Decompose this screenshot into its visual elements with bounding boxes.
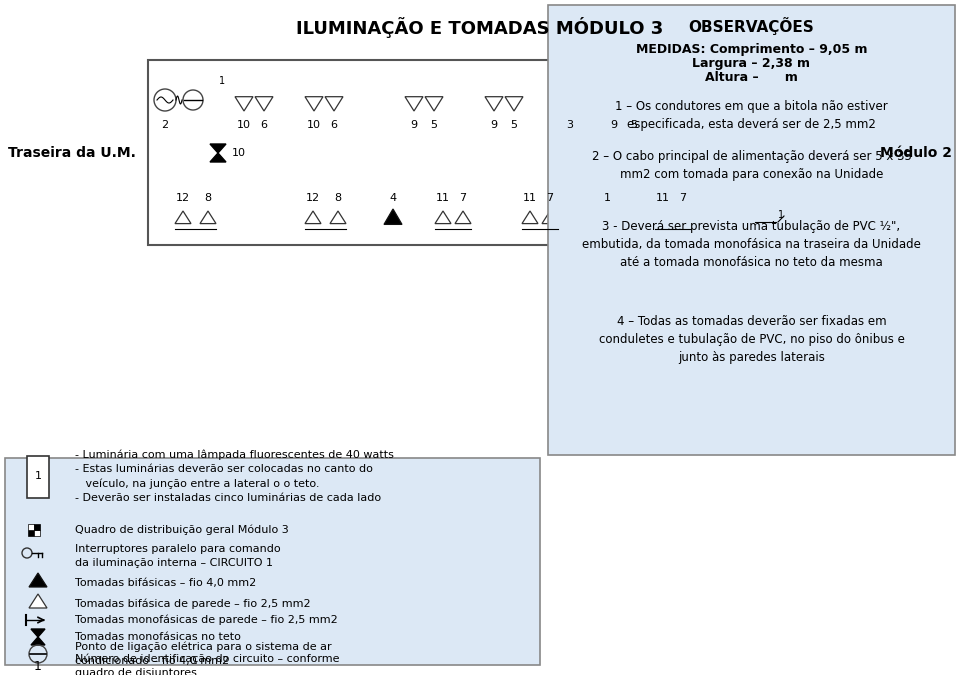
Text: 1: 1 [778, 210, 784, 220]
Text: 7: 7 [680, 193, 686, 203]
Polygon shape [330, 211, 346, 223]
Text: Altura –      m: Altura – m [705, 71, 798, 84]
Text: 1: 1 [219, 76, 225, 86]
Text: 11: 11 [436, 193, 450, 203]
Polygon shape [485, 97, 503, 111]
Text: Largura – 2,38 m: Largura – 2,38 m [692, 57, 810, 70]
Text: 4: 4 [390, 193, 396, 203]
Text: 1: 1 [34, 659, 42, 672]
Text: 5: 5 [631, 120, 637, 130]
Text: 3: 3 [566, 120, 573, 130]
Text: 8: 8 [204, 193, 211, 203]
Bar [733, 215, 740, 222]
Polygon shape [675, 211, 691, 223]
Text: 9: 9 [491, 120, 497, 130]
Text: 6: 6 [330, 120, 338, 130]
Text: 1 – Os condutores em que a bitola não estiver
especificada, esta deverá ser de 2: 1 – Os condutores em que a bitola não es… [615, 100, 888, 131]
Text: 4 – Todas as tomadas deverão ser fixadas em
conduletes e tubulação de PVC, no pi: 4 – Todas as tomadas deverão ser fixadas… [599, 315, 904, 364]
Text: 9: 9 [611, 120, 617, 130]
Text: 5: 5 [430, 120, 438, 130]
Text: Tomadas monofásicas de parede – fio 2,5 mm2: Tomadas monofásicas de parede – fio 2,5 … [75, 615, 338, 625]
Polygon shape [542, 211, 558, 223]
Text: 11: 11 [523, 193, 537, 203]
Text: Tomadas bifásicas – fio 4,0 mm2: Tomadas bifásicas – fio 4,0 mm2 [75, 578, 256, 588]
Bar [5, 458, 540, 665]
Polygon shape [435, 211, 451, 223]
Text: 1: 1 [604, 193, 611, 203]
Polygon shape [305, 97, 323, 111]
Text: 6: 6 [260, 120, 268, 130]
Polygon shape [625, 97, 643, 111]
Text: Interruptores paralelo para comando
da iluminação interna – CIRCUITO 1: Interruptores paralelo para comando da i… [75, 544, 280, 568]
Bar [34, 530, 40, 536]
Polygon shape [29, 594, 47, 608]
Bar [610, 222, 629, 229]
Text: 10: 10 [232, 148, 246, 158]
Polygon shape [522, 211, 538, 223]
Text: 10: 10 [307, 120, 321, 130]
Text: 2: 2 [161, 120, 169, 130]
Polygon shape [31, 637, 45, 645]
Bar [585, 222, 629, 229]
Bar [733, 222, 740, 229]
Text: Quadro de distribuição geral Módulo 3: Quadro de distribuição geral Módulo 3 [75, 524, 289, 535]
Polygon shape [305, 211, 321, 223]
Polygon shape [384, 209, 402, 224]
Polygon shape [175, 211, 191, 223]
Text: OBSERVAÇÕES: OBSERVAÇÕES [688, 17, 814, 35]
Polygon shape [210, 153, 226, 162]
Text: 11: 11 [656, 193, 670, 203]
Text: 7: 7 [460, 193, 467, 203]
Text: 12: 12 [176, 193, 190, 203]
Text: 12: 12 [306, 193, 320, 203]
Text: 2 – O cabo principal de alimentação deverá ser 5 x 35
mm2 com tomada para conexã: 2 – O cabo principal de alimentação deve… [591, 150, 911, 181]
Bar [740, 215, 747, 222]
Bar [34, 524, 40, 530]
Text: 8: 8 [334, 193, 342, 203]
Text: 5: 5 [511, 120, 517, 130]
Bar [28, 530, 34, 536]
Text: Tomadas monofásicas no teto: Tomadas monofásicas no teto [75, 632, 241, 642]
Bar [740, 222, 747, 229]
Polygon shape [455, 211, 471, 223]
Text: 7: 7 [546, 193, 554, 203]
Polygon shape [605, 97, 623, 111]
Bar [28, 524, 34, 530]
Text: Ponto de ligação elétrica para o sistema de ar
condicionado – fio 4,0 mm2: Ponto de ligação elétrica para o sistema… [75, 642, 331, 666]
Text: Módulo 2: Módulo 2 [880, 146, 952, 160]
Polygon shape [200, 211, 216, 223]
Polygon shape [31, 629, 45, 637]
Polygon shape [425, 97, 443, 111]
Bar [148, 60, 812, 245]
Text: Número de identificação do circuito – conforme
quadro de disjuntores: Número de identificação do circuito – co… [75, 654, 340, 675]
Polygon shape [29, 573, 47, 587]
Text: 1: 1 [35, 471, 41, 481]
Polygon shape [255, 97, 273, 111]
Polygon shape [505, 97, 523, 111]
Bar [27, 456, 49, 498]
Text: ILUMINAÇÃO E TOMADAS MÓDULO 3: ILUMINAÇÃO E TOMADAS MÓDULO 3 [297, 17, 663, 38]
Polygon shape [655, 211, 671, 223]
Text: 10: 10 [237, 120, 251, 130]
Polygon shape [561, 97, 579, 111]
Polygon shape [325, 97, 343, 111]
Text: Traseira da U.M.: Traseira da U.M. [8, 146, 136, 160]
Polygon shape [405, 97, 423, 111]
Text: 9: 9 [411, 120, 418, 130]
Text: MEDIDAS: Comprimento – 9,05 m: MEDIDAS: Comprimento – 9,05 m [636, 43, 867, 56]
Text: Tomadas bifásica de parede – fio 2,5 mm2: Tomadas bifásica de parede – fio 2,5 mm2 [75, 599, 311, 610]
Polygon shape [235, 97, 253, 111]
Text: 3 - Deverá ser prevista uma tubulação de PVC ½",
embutida, da tomada monofásica : 3 - Deverá ser prevista uma tubulação de… [582, 220, 921, 269]
Polygon shape [210, 144, 226, 153]
Bar [548, 5, 955, 455]
Text: - Luminária com uma lâmpada fluorescentes de 40 watts
- Estas luminárias deverão: - Luminária com uma lâmpada fluorescente… [75, 450, 394, 503]
